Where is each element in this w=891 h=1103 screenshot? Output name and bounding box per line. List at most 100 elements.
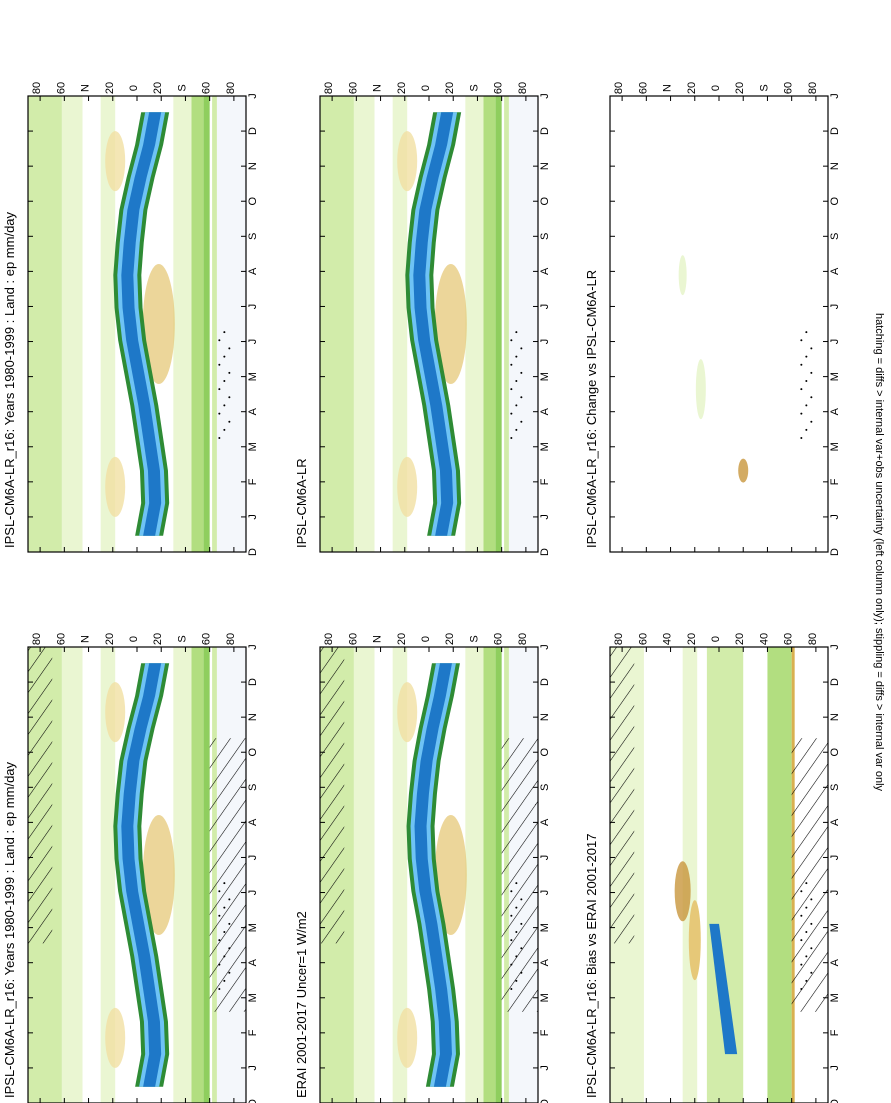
lat-tick: 20 [396,633,408,645]
field-band [212,96,217,552]
lat-tick: 20 [444,82,456,94]
month-axis: D J F M A M J J A S O N D J [320,93,551,556]
stipple-dot [805,355,808,358]
stipple-dot [510,363,513,366]
stipple-dot [218,890,221,893]
stipple-dot [520,947,523,950]
stipple-dot [228,396,231,399]
field-dry-patch [397,456,418,517]
month-tick: O [539,197,551,206]
lat-tick: N [80,84,92,92]
month-tick: J [829,644,841,650]
month-tick: M [247,442,259,451]
stipple-dot [223,906,226,909]
month-tick: S [539,233,551,240]
field-itcz-belt [121,112,162,536]
field-band [353,647,375,1103]
lat-tick: 80 [225,82,237,94]
stipple-dot [800,388,803,391]
month-tick: A [247,267,259,275]
stipple-dot [510,963,513,966]
month-tick: J [539,644,551,650]
month-tick: J [829,890,841,896]
diff-patch [688,900,701,981]
month-tick: A [247,407,259,415]
month-tick: F [539,1029,551,1036]
lat-tick: 60 [201,82,213,94]
stipple-dot [515,931,518,933]
lat-tick: 20 [734,82,746,94]
field-dry-patch [434,264,467,384]
lat-tick: 60 [493,82,505,94]
lat-tick: N [372,635,384,643]
field-band [495,96,502,552]
stipple-dot [810,420,813,423]
stipple-dot [805,931,808,933]
stipple-dot [810,898,813,901]
month-tick: M [539,442,551,451]
month-tick: J [247,890,259,896]
stipple-dot [223,931,226,933]
field-dry-patch [397,682,418,743]
lat-axis: 80 60 N 20 0 20 S 60 80 [31,633,237,1103]
month-tick: M [829,442,841,451]
plot-background [610,96,828,552]
lat-tick: 80 [31,633,43,645]
month-tick: J [829,93,841,99]
month-tick: J [539,855,551,861]
month-tick: J [539,93,551,99]
stipple-dot [218,388,221,391]
stipple-dot [810,347,813,350]
field-band [508,96,538,552]
lat-tick: 80 [613,633,625,645]
field-band [353,96,375,552]
stipple-dot [228,347,231,350]
stipple-dot [810,371,813,374]
panel-title: IPSL-CM6A-LR_r16: Years 1980-1999 : Land… [2,211,17,548]
month-tick: F [247,1029,259,1036]
stipple-dot [800,963,803,966]
month-tick: D [247,548,259,556]
month-tick: S [247,233,259,240]
lat-tick: 0 [128,85,140,91]
lat-tick: 60 [55,633,67,645]
month-tick: J [829,339,841,345]
lat-tick: S [468,635,480,642]
field-band [82,647,101,1103]
field-band [61,96,83,552]
month-tick: N [539,162,551,170]
month-tick: D [539,1099,551,1103]
month-tick: M [539,372,551,381]
panel-3: D J F M A M J J A S O N D J 80 60 N 20 0 20 S 60 80 IPSL-CM6A-L… [294,82,551,556]
field-dry-patch [105,1007,126,1068]
stipple-dot [805,906,808,909]
field-itcz-belt [121,663,162,1087]
month-tick: M [829,923,841,932]
stipple-dot [218,963,221,966]
stipple-dot [810,947,813,950]
stipple-dot [228,971,231,974]
month-tick: J [539,514,551,520]
month-tick: A [829,407,841,415]
month-tick: A [829,267,841,275]
month-tick: M [247,993,259,1002]
diff-band [767,647,792,1103]
stipple-dot [515,428,518,431]
field-band [203,647,210,1103]
stipple-dot [515,355,518,358]
month-tick: N [247,713,259,721]
stipple-dot [228,420,231,423]
month-tick: J [247,514,259,520]
month-tick: J [539,1065,551,1071]
lat-tick: 60 [783,633,795,645]
lat-tick: 40 [758,633,770,645]
lat-tick: 60 [493,633,505,645]
stipple-dot [218,339,221,342]
lat-tick: 40 [662,633,674,645]
month-tick: D [247,127,259,135]
field-dry-patch [434,815,467,935]
stipple-dot [810,396,813,399]
field-band [191,96,204,552]
month-tick: S [829,233,841,240]
